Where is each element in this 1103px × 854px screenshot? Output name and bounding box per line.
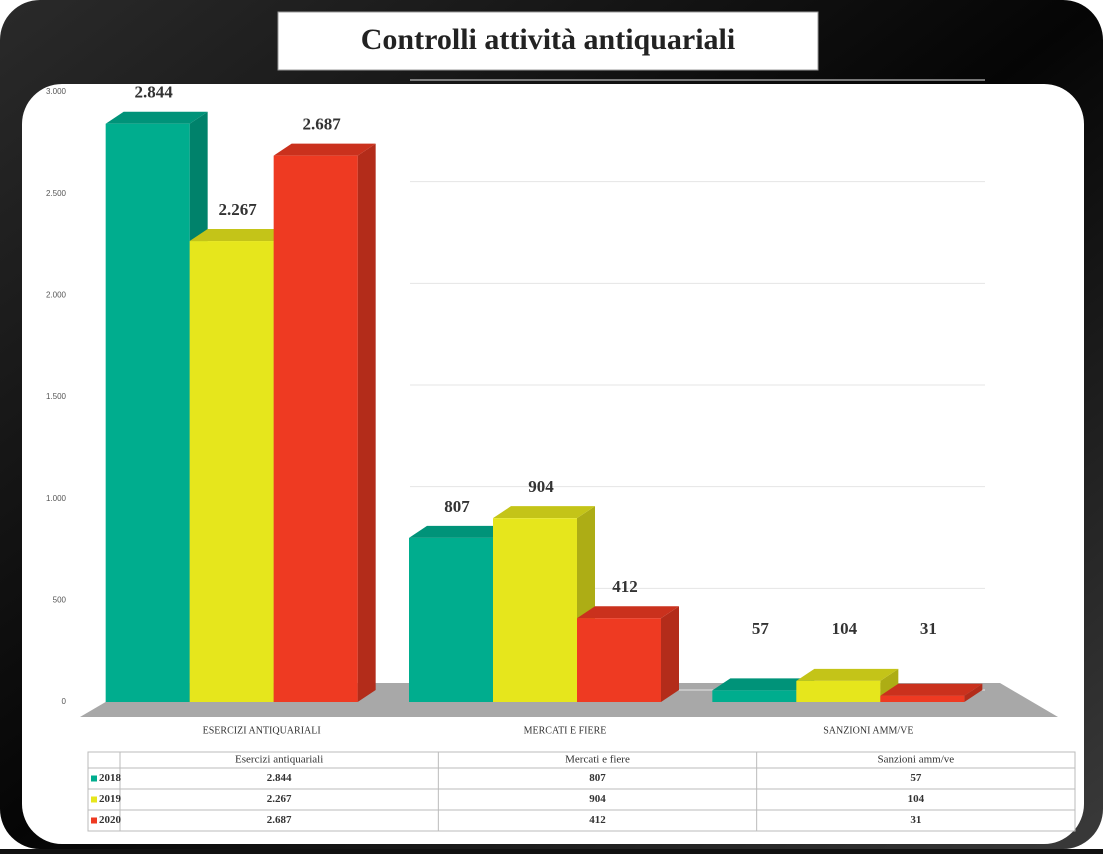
bar-side (964, 683, 983, 702)
data-label: 412 (612, 577, 638, 596)
bar-top (712, 678, 815, 691)
data-label: 2.687 (303, 115, 342, 134)
legend-label: 2020 (99, 814, 122, 826)
table-cell: 807 (589, 772, 606, 784)
legend-swatch (91, 775, 97, 782)
bar-top (273, 143, 376, 156)
bar-top (105, 111, 208, 124)
data-label: 104 (832, 619, 858, 638)
bar (712, 690, 797, 702)
table-cell: 31 (910, 814, 921, 826)
bar (273, 155, 358, 703)
table-cell: 904 (589, 793, 606, 805)
data-label: 2.844 (135, 83, 174, 102)
bar (493, 518, 577, 702)
table-header: Sanzioni amm/ve (877, 754, 954, 766)
legend-swatch (91, 817, 97, 824)
data-label: 31 (920, 619, 937, 638)
bar (577, 618, 661, 702)
bar (105, 123, 190, 703)
y-tick-label: 3.000 (46, 87, 67, 96)
x-tick-label: ESERCIZI ANTIQUARIALI (203, 725, 321, 736)
y-tick-label: 500 (53, 595, 67, 604)
bar-top (577, 606, 679, 619)
x-tick-label: SANZIONI AMM/VE (823, 725, 913, 736)
legend-label: 2018 (99, 772, 122, 784)
x-tick-label: MERCATI E FIERE (524, 725, 607, 736)
y-tick-label: 2.000 (46, 290, 67, 299)
bar (189, 241, 274, 702)
legend-label: 2019 (99, 793, 122, 805)
table-header: Esercizi antiquariali (235, 754, 323, 766)
data-label: 904 (528, 477, 554, 496)
bar-top (796, 668, 899, 681)
table-cell: 104 (908, 793, 925, 805)
bar-side (357, 143, 376, 703)
y-tick-label: 0 (62, 697, 67, 706)
y-tick-label: 1.000 (46, 494, 67, 503)
y-tick-label: 1.500 (46, 392, 67, 401)
legend-swatch (91, 796, 97, 803)
data-label: 2.267 (219, 200, 258, 219)
data-label: 57 (752, 619, 770, 638)
bar (880, 695, 965, 702)
chart-title: Controlli attività antiquariali (361, 23, 735, 56)
bar-top (880, 683, 983, 696)
y-tick-label: 2.500 (46, 189, 67, 198)
title-box (277, 11, 819, 71)
table-cell: 2.267 (267, 793, 292, 805)
bar-top (409, 525, 511, 538)
table-cell: 412 (589, 814, 606, 826)
table-cell: 2.844 (267, 772, 292, 784)
bar (796, 680, 881, 702)
table-header: Mercati e fiere (565, 754, 630, 766)
table-cell: 57 (910, 772, 922, 784)
bar-top (189, 229, 292, 242)
data-label: 807 (444, 497, 470, 516)
table-border (87, 751, 1076, 832)
bar-side (661, 606, 679, 702)
bar (409, 537, 493, 702)
table-cell: 2.687 (267, 814, 292, 826)
bar-top (493, 506, 595, 519)
